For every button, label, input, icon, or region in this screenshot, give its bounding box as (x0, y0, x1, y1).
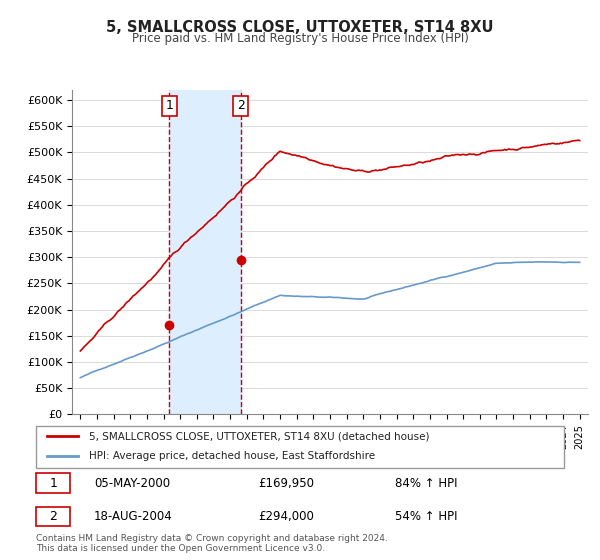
Text: 1: 1 (49, 477, 58, 489)
FancyBboxPatch shape (36, 426, 564, 468)
Text: 5, SMALLCROSS CLOSE, UTTOXETER, ST14 8XU (detached house): 5, SMALLCROSS CLOSE, UTTOXETER, ST14 8XU… (89, 431, 430, 441)
Text: £294,000: £294,000 (258, 510, 314, 523)
Text: 84% ↑ HPI: 84% ↑ HPI (395, 477, 458, 489)
Text: Price paid vs. HM Land Registry's House Price Index (HPI): Price paid vs. HM Land Registry's House … (131, 32, 469, 45)
Text: 2: 2 (236, 99, 245, 113)
Text: 05-MAY-2000: 05-MAY-2000 (94, 477, 170, 489)
FancyBboxPatch shape (36, 507, 70, 526)
Text: 54% ↑ HPI: 54% ↑ HPI (395, 510, 458, 523)
Text: £169,950: £169,950 (258, 477, 314, 489)
Text: Contains HM Land Registry data © Crown copyright and database right 2024.
This d: Contains HM Land Registry data © Crown c… (36, 534, 388, 553)
Text: 1: 1 (166, 99, 173, 113)
Text: HPI: Average price, detached house, East Staffordshire: HPI: Average price, detached house, East… (89, 451, 375, 461)
FancyBboxPatch shape (36, 473, 70, 493)
Text: 18-AUG-2004: 18-AUG-2004 (94, 510, 173, 523)
Text: 5, SMALLCROSS CLOSE, UTTOXETER, ST14 8XU: 5, SMALLCROSS CLOSE, UTTOXETER, ST14 8XU (106, 20, 494, 35)
Bar (169, 90, 241, 414)
Text: 2: 2 (49, 510, 58, 523)
